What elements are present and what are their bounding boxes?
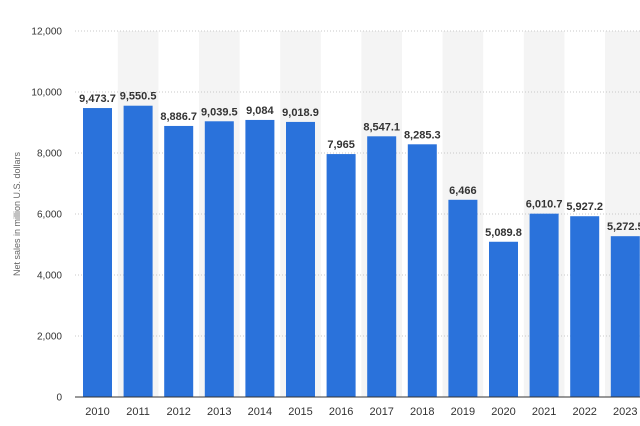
data-label: 9,018.9 [282, 107, 319, 119]
bar[interactable] [164, 125, 194, 397]
y-tick-label: 6,000 [37, 210, 62, 221]
data-label: 7,965 [327, 139, 355, 151]
x-tick-label: 2016 [329, 406, 353, 418]
bar[interactable] [204, 121, 234, 397]
bars [83, 105, 640, 398]
x-tick-label: 2010 [85, 406, 109, 418]
y-tick-label: 12,000 [31, 27, 62, 38]
bar[interactable] [529, 213, 559, 397]
x-tick-label: 2018 [410, 406, 434, 418]
y-tick-label: 10,000 [31, 88, 62, 99]
y-tick-label: 8,000 [37, 149, 62, 160]
x-tick-label: 2020 [491, 406, 515, 418]
data-label: 9,550.5 [120, 91, 157, 103]
x-tick-label: 2022 [572, 406, 596, 418]
x-axis-ticks: 2010 2011 2012 2013 2014 2015 2016 2017 2018 2019… [85, 406, 637, 418]
bar[interactable] [610, 236, 640, 397]
y-axis-ticks: 0 2,000 4,000 6,000 8,000 10,000 12,000 [31, 27, 62, 404]
x-tick-label: 2021 [532, 406, 556, 418]
data-label: 8,886.7 [160, 111, 197, 123]
data-label: 9,039.5 [201, 106, 238, 118]
x-tick-label: 2019 [451, 406, 475, 418]
bar[interactable] [245, 119, 275, 398]
y-tick-label: 2,000 [37, 332, 62, 343]
x-tick-label: 2017 [369, 406, 393, 418]
data-label: 5,272.5 [607, 221, 640, 233]
x-tick-label: 2013 [207, 406, 231, 418]
data-label: 9,084 [246, 105, 274, 117]
bar[interactable] [83, 108, 112, 397]
x-tick-label: 2014 [248, 406, 272, 418]
bar[interactable] [407, 144, 437, 397]
data-label: 9,473.7 [79, 93, 116, 105]
bar[interactable] [286, 121, 315, 397]
bar[interactable] [570, 216, 600, 397]
gridlines [75, 30, 640, 337]
y-axis-title: Net sales in million U.S. dollars [12, 151, 22, 276]
bar[interactable] [448, 199, 478, 397]
y-tick-label: 0 [56, 393, 62, 404]
x-tick-label: 2023 [613, 406, 637, 418]
bar[interactable] [326, 154, 356, 397]
x-tick-label: 2015 [288, 406, 312, 418]
data-label: 6,010.7 [526, 199, 563, 211]
data-label: 5,089.8 [485, 227, 522, 239]
bar[interactable] [367, 136, 397, 397]
y-tick-label: 4,000 [37, 271, 62, 282]
data-label: 8,547.1 [363, 121, 400, 133]
data-label: 8,285.3 [404, 129, 441, 141]
data-label: 6,466 [449, 185, 477, 197]
x-tick-label: 2012 [166, 406, 190, 418]
bar[interactable] [123, 105, 153, 397]
data-labels: 9,473.7 9,550.58,886.7 9,039.5 9,084 9,018.9… [79, 91, 640, 239]
data-label: 5,927.2 [566, 201, 603, 213]
bar[interactable] [489, 241, 518, 397]
x-tick-label: 2011 [126, 406, 150, 418]
